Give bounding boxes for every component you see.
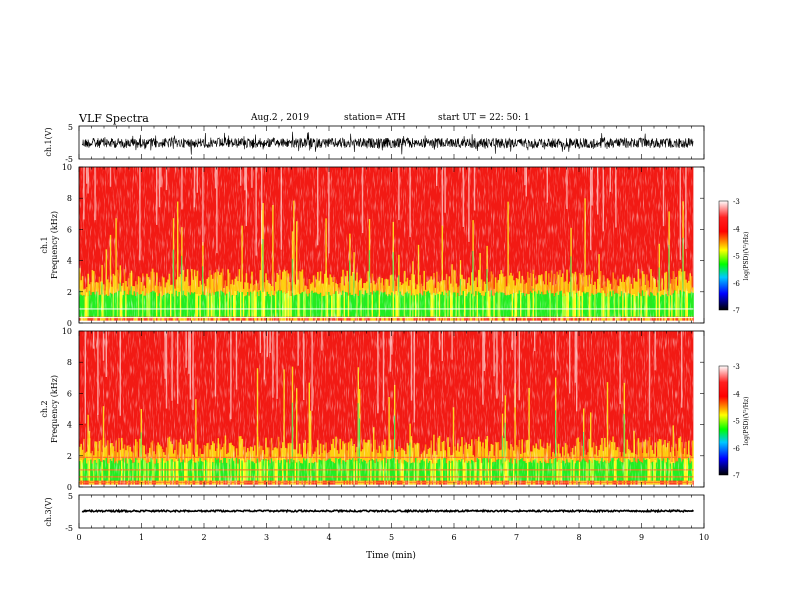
- ch1-spectrogram-ytick-labels: 0 2 4 6 8 10: [62, 163, 704, 328]
- colorbar-tick-label: -7: [733, 307, 740, 315]
- colorbar-tick-label: -6: [733, 445, 740, 453]
- y-tick-label: 10: [62, 327, 72, 336]
- time-axis-tick-labels: 0 1 2 3 4 5 6 7 8 9 10: [76, 533, 709, 542]
- ch1-spectrogram-ylabel-frequency: Frequency (kHz): [50, 211, 59, 279]
- ch1-colorbar: -3 -4 -5 -6 -7 log(PSD)(V²/Hz): [718, 198, 750, 315]
- ch1-waveform-panel: 5 -5 ch.1(V): [44, 123, 705, 164]
- station-label: station= ATH: [344, 113, 406, 123]
- ch1-spectrogram-ticks: [78, 167, 705, 323]
- ch2-spectrogram-panel: 0 2 4 6 8 10 ch.2 Frequency (kHz): [40, 327, 705, 492]
- x-tick-label: 9: [639, 533, 644, 542]
- ch3-waveform-ticks: [78, 495, 705, 528]
- ch2-spectrogram-ylabel-frequency: Frequency (kHz): [50, 375, 59, 443]
- ch3-ytick-top: 5: [68, 492, 73, 501]
- y-tick-label: 0: [67, 319, 72, 328]
- y-tick-label: 6: [67, 225, 72, 234]
- ch2-spectrogram-ticks: [78, 331, 705, 487]
- colorbar-tick-label: -7: [733, 472, 740, 480]
- colorbar-tick-label: -5: [733, 418, 740, 426]
- figure-title: VLF Spectra: [79, 112, 149, 125]
- y-tick-label: 4: [67, 257, 72, 266]
- ch1-colorbar-label: log(PSD)(V²/Hz): [743, 232, 750, 281]
- ch1-ylabel: ch.1(V): [44, 127, 53, 156]
- x-tick-label: 2: [201, 533, 206, 542]
- colorbar-tick-label: -4: [733, 390, 740, 398]
- y-tick-label: 6: [67, 389, 72, 398]
- y-tick-label: 0: [67, 483, 72, 492]
- ch3-waveform-line: [81, 508, 695, 514]
- x-tick-label: 10: [699, 533, 709, 542]
- ch1-spectrogram-speckle: [79, 167, 693, 323]
- ch1-waveform-ticks: [78, 126, 705, 159]
- x-tick-label: 1: [139, 533, 144, 542]
- y-tick-label: 10: [62, 163, 72, 172]
- ch3-ytick-bottom: -5: [65, 524, 73, 533]
- ch2-colorbar: -3 -4 -5 -6 -7 log(PSD)(V²/Hz): [718, 363, 750, 480]
- ch3-ylabel: ch.3(V): [44, 497, 53, 526]
- y-tick-label: 2: [67, 452, 72, 461]
- x-tick-label: 4: [326, 533, 331, 542]
- ch1-ytick-top: 5: [68, 123, 73, 132]
- date-label: Aug.2 , 2019: [251, 113, 310, 123]
- ch1-colorbar-tick-labels: -3 -4 -5 -6 -7: [733, 198, 740, 315]
- x-tick-label: 7: [514, 533, 519, 542]
- ch1-ytick-bottom: -5: [65, 155, 73, 164]
- x-tick-label: 8: [576, 533, 581, 542]
- ch2-colorbar-tick-labels: -3 -4 -5 -6 -7: [733, 363, 740, 480]
- time-axis-label: Time (min): [366, 550, 416, 561]
- ch1-spectrogram-ylabel-channel: ch.1: [40, 236, 49, 253]
- ch2-spectrogram-ylabel-channel: ch.2: [40, 400, 49, 417]
- ch1-colorbar-scale: [718, 200, 729, 311]
- x-tick-label: 3: [264, 533, 269, 542]
- start-time-label: start UT = 22: 50: 1: [438, 113, 530, 123]
- ch3-waveform-panel: 5 -5 ch.3(V) 0 1 2 3 4 5 6 7 8 9 10 Time (min): [44, 492, 709, 561]
- ch2-spectrogram-ytick-labels: 0 2 4 6 8 10: [62, 327, 704, 492]
- ch2-spectrogram-speckle: [79, 331, 693, 487]
- x-tick-label: 6: [451, 533, 456, 542]
- colorbar-tick-label: -6: [733, 280, 740, 288]
- colorbar-tick-label: -3: [733, 363, 740, 371]
- ch1-spectrogram-panel: 0 2 4 6 8 10 ch.1 Frequency (kHz): [40, 163, 705, 328]
- x-tick-label: 0: [76, 533, 81, 542]
- colorbar-tick-label: -3: [733, 198, 740, 206]
- y-tick-label: 8: [67, 358, 72, 367]
- ch1-waveform-line: [81, 131, 694, 155]
- y-tick-label: 2: [67, 288, 72, 297]
- y-tick-label: 8: [67, 194, 72, 203]
- ch2-colorbar-scale: [718, 365, 729, 476]
- colorbar-tick-label: -4: [733, 225, 740, 233]
- y-tick-label: 4: [67, 421, 72, 430]
- colorbar-tick-label: -5: [733, 253, 740, 261]
- x-tick-label: 5: [389, 533, 394, 542]
- ch2-colorbar-label: log(PSD)(V²/Hz): [743, 397, 750, 446]
